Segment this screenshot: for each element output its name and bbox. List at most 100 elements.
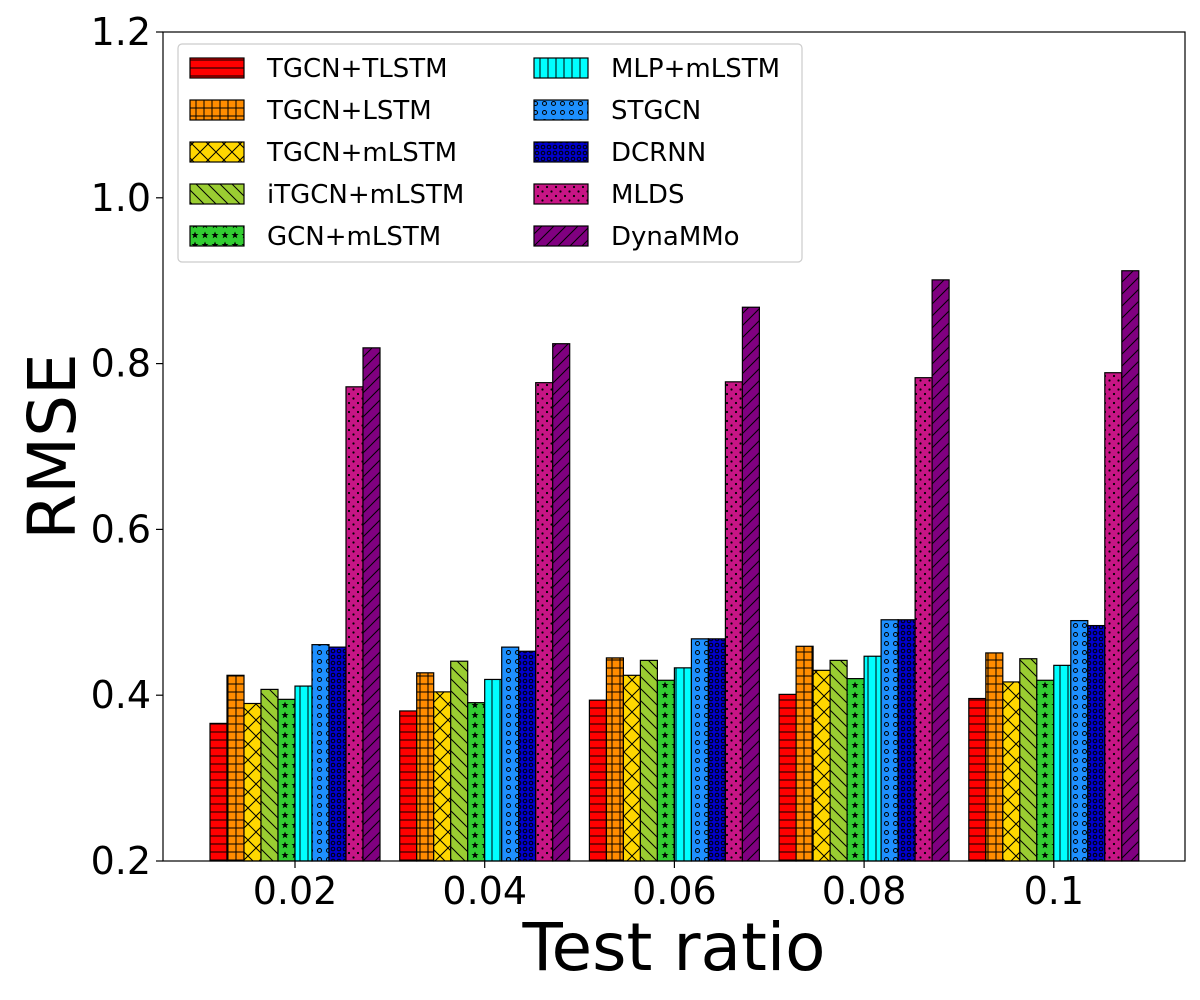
legend-item-mlds: MLDS bbox=[533, 180, 684, 210]
bar-hatch bbox=[518, 650, 537, 862]
bar-dynammo-0_06 bbox=[741, 306, 761, 862]
bar-tgcn-lstm-0_02 bbox=[226, 674, 245, 862]
bar-hatch bbox=[1036, 679, 1055, 862]
bars-layer bbox=[209, 270, 1140, 862]
y-axis-ticks: 0.2 0.4 0.6 0.8 1.0 1.2 bbox=[91, 10, 163, 883]
bar-hatch bbox=[243, 702, 262, 862]
y-tick-label: 0.4 bbox=[91, 673, 151, 717]
bar-tgcn-tlstm-0_1 bbox=[968, 697, 987, 862]
bar-mlp-mlstm-0_08 bbox=[863, 655, 882, 862]
bar-gcn-mlstm-0_1 bbox=[1036, 679, 1055, 862]
legend-label: DynaMMo bbox=[611, 222, 740, 252]
legend-swatch bbox=[533, 225, 589, 247]
legend-label: MLP+mLSTM bbox=[611, 54, 780, 84]
bar-mlds-0_1 bbox=[1104, 372, 1123, 862]
bar-dynammo-0_1 bbox=[1121, 270, 1140, 862]
bar-dynammo-0_02 bbox=[362, 347, 381, 862]
legend-item-mlp-mlstm: MLP+mLSTM bbox=[533, 54, 780, 84]
bar-hatch bbox=[1053, 664, 1072, 862]
bar-dcrnn-0_02 bbox=[328, 646, 347, 862]
bar-hatch bbox=[968, 697, 987, 862]
bar-dynammo-0_08 bbox=[931, 279, 950, 862]
legend-item-gcn-mlstm: GCN+mLSTM bbox=[189, 222, 441, 252]
bar-mlp-mlstm-0_02 bbox=[294, 685, 313, 862]
bar-dcrnn-0_04 bbox=[518, 650, 537, 862]
bar-tgcn-tlstm-0_02 bbox=[209, 722, 228, 862]
bar-mlds-0_02 bbox=[345, 386, 364, 862]
x-tick-label: 0.06 bbox=[632, 869, 717, 913]
bar-hatch bbox=[1104, 372, 1123, 862]
bar-tgcn-tlstm-0_04 bbox=[399, 710, 418, 862]
x-tick-label: 0.08 bbox=[822, 869, 907, 913]
bar-hatch bbox=[880, 619, 899, 862]
bar-mlds-0_04 bbox=[535, 382, 554, 862]
y-axis-label: RMSE bbox=[14, 353, 91, 539]
bar-hatch bbox=[535, 382, 554, 862]
bar-hatch bbox=[931, 279, 950, 862]
bar-hatch bbox=[311, 644, 330, 862]
bar-stgcn-0_08 bbox=[880, 619, 899, 862]
legend-label: TGCN+TLSTM bbox=[266, 54, 448, 84]
legend-label: iTGCN+mLSTM bbox=[267, 180, 464, 210]
bar-hatch bbox=[724, 381, 744, 862]
bar-tgcn-tlstm-0_08 bbox=[778, 693, 797, 862]
bar-dcrnn-0_08 bbox=[897, 619, 916, 862]
bar-hatch bbox=[795, 645, 814, 862]
legend-item-dcrnn: DCRNN bbox=[533, 138, 706, 168]
x-tick-label: 0.04 bbox=[442, 869, 527, 913]
legend-item-dynammo: DynaMMo bbox=[533, 222, 740, 252]
bar-mlp-mlstm-0_04 bbox=[484, 678, 503, 862]
bar-gcn-mlstm-0_08 bbox=[846, 678, 865, 862]
bar-hatch bbox=[328, 646, 347, 862]
bar-tgcn-mlstm-0_02 bbox=[243, 702, 262, 862]
bar-tgcn-mlstm-0_06 bbox=[622, 674, 642, 862]
legend-swatch bbox=[189, 57, 245, 79]
bar-hatch bbox=[1087, 624, 1106, 862]
bar-hatch bbox=[552, 343, 571, 862]
bar-hatch bbox=[863, 655, 882, 862]
legend-swatch bbox=[189, 225, 245, 247]
legend-label: TGCN+mLSTM bbox=[266, 138, 457, 168]
bar-gcn-mlstm-0_02 bbox=[277, 698, 296, 862]
bar-hatch bbox=[622, 674, 642, 862]
bar-hatch bbox=[897, 619, 916, 862]
bar-hatch bbox=[209, 722, 228, 862]
bar-hatch bbox=[656, 679, 676, 862]
bar-mlds-0_06 bbox=[724, 381, 744, 862]
bar-stgcn-0_04 bbox=[501, 646, 520, 862]
x-axis-ticks: 0.02 0.04 0.06 0.08 0.1 bbox=[253, 861, 1084, 913]
bar-hatch bbox=[588, 699, 608, 862]
bar-mlp-mlstm-0_1 bbox=[1053, 664, 1072, 862]
x-tick-label: 0.02 bbox=[253, 869, 338, 913]
legend-label: GCN+mLSTM bbox=[267, 222, 441, 252]
bar-stgcn-0_06 bbox=[690, 638, 710, 862]
bar-mlds-0_08 bbox=[914, 377, 933, 862]
legend-swatch bbox=[533, 141, 589, 163]
plot-frame bbox=[162, 31, 1186, 862]
bar-hatch bbox=[277, 698, 296, 862]
bar-hatch bbox=[778, 693, 797, 862]
legend-swatch bbox=[189, 141, 245, 163]
bar-hatch bbox=[226, 674, 245, 862]
bar-hatch bbox=[294, 685, 313, 862]
legend-label: DCRNN bbox=[611, 138, 706, 168]
y-tick-label: 1.2 bbox=[91, 10, 151, 54]
bar-hatch bbox=[1070, 619, 1089, 862]
bar-hatch bbox=[690, 638, 710, 862]
y-tick-label: 0.8 bbox=[91, 342, 151, 386]
legend-swatch bbox=[533, 183, 589, 205]
bar-tgcn-lstm-0_06 bbox=[605, 657, 625, 862]
bar-tgcn-lstm-0_08 bbox=[795, 645, 814, 862]
bar-hatch bbox=[260, 688, 279, 862]
bar-hatch bbox=[605, 657, 625, 862]
legend-swatch bbox=[533, 57, 589, 79]
x-axis-label: Test ratio bbox=[521, 909, 825, 986]
legend-label: MLDS bbox=[611, 180, 684, 210]
bar-hatch bbox=[846, 678, 865, 862]
bar-tgcn-mlstm-0_1 bbox=[1002, 681, 1021, 862]
bar-dcrnn-0_06 bbox=[707, 638, 727, 862]
legend-item-tgcn-tlstm: TGCN+TLSTM bbox=[189, 54, 448, 84]
bar-hatch bbox=[416, 672, 435, 862]
legend-box bbox=[177, 43, 803, 263]
bar-hatch bbox=[450, 660, 469, 862]
